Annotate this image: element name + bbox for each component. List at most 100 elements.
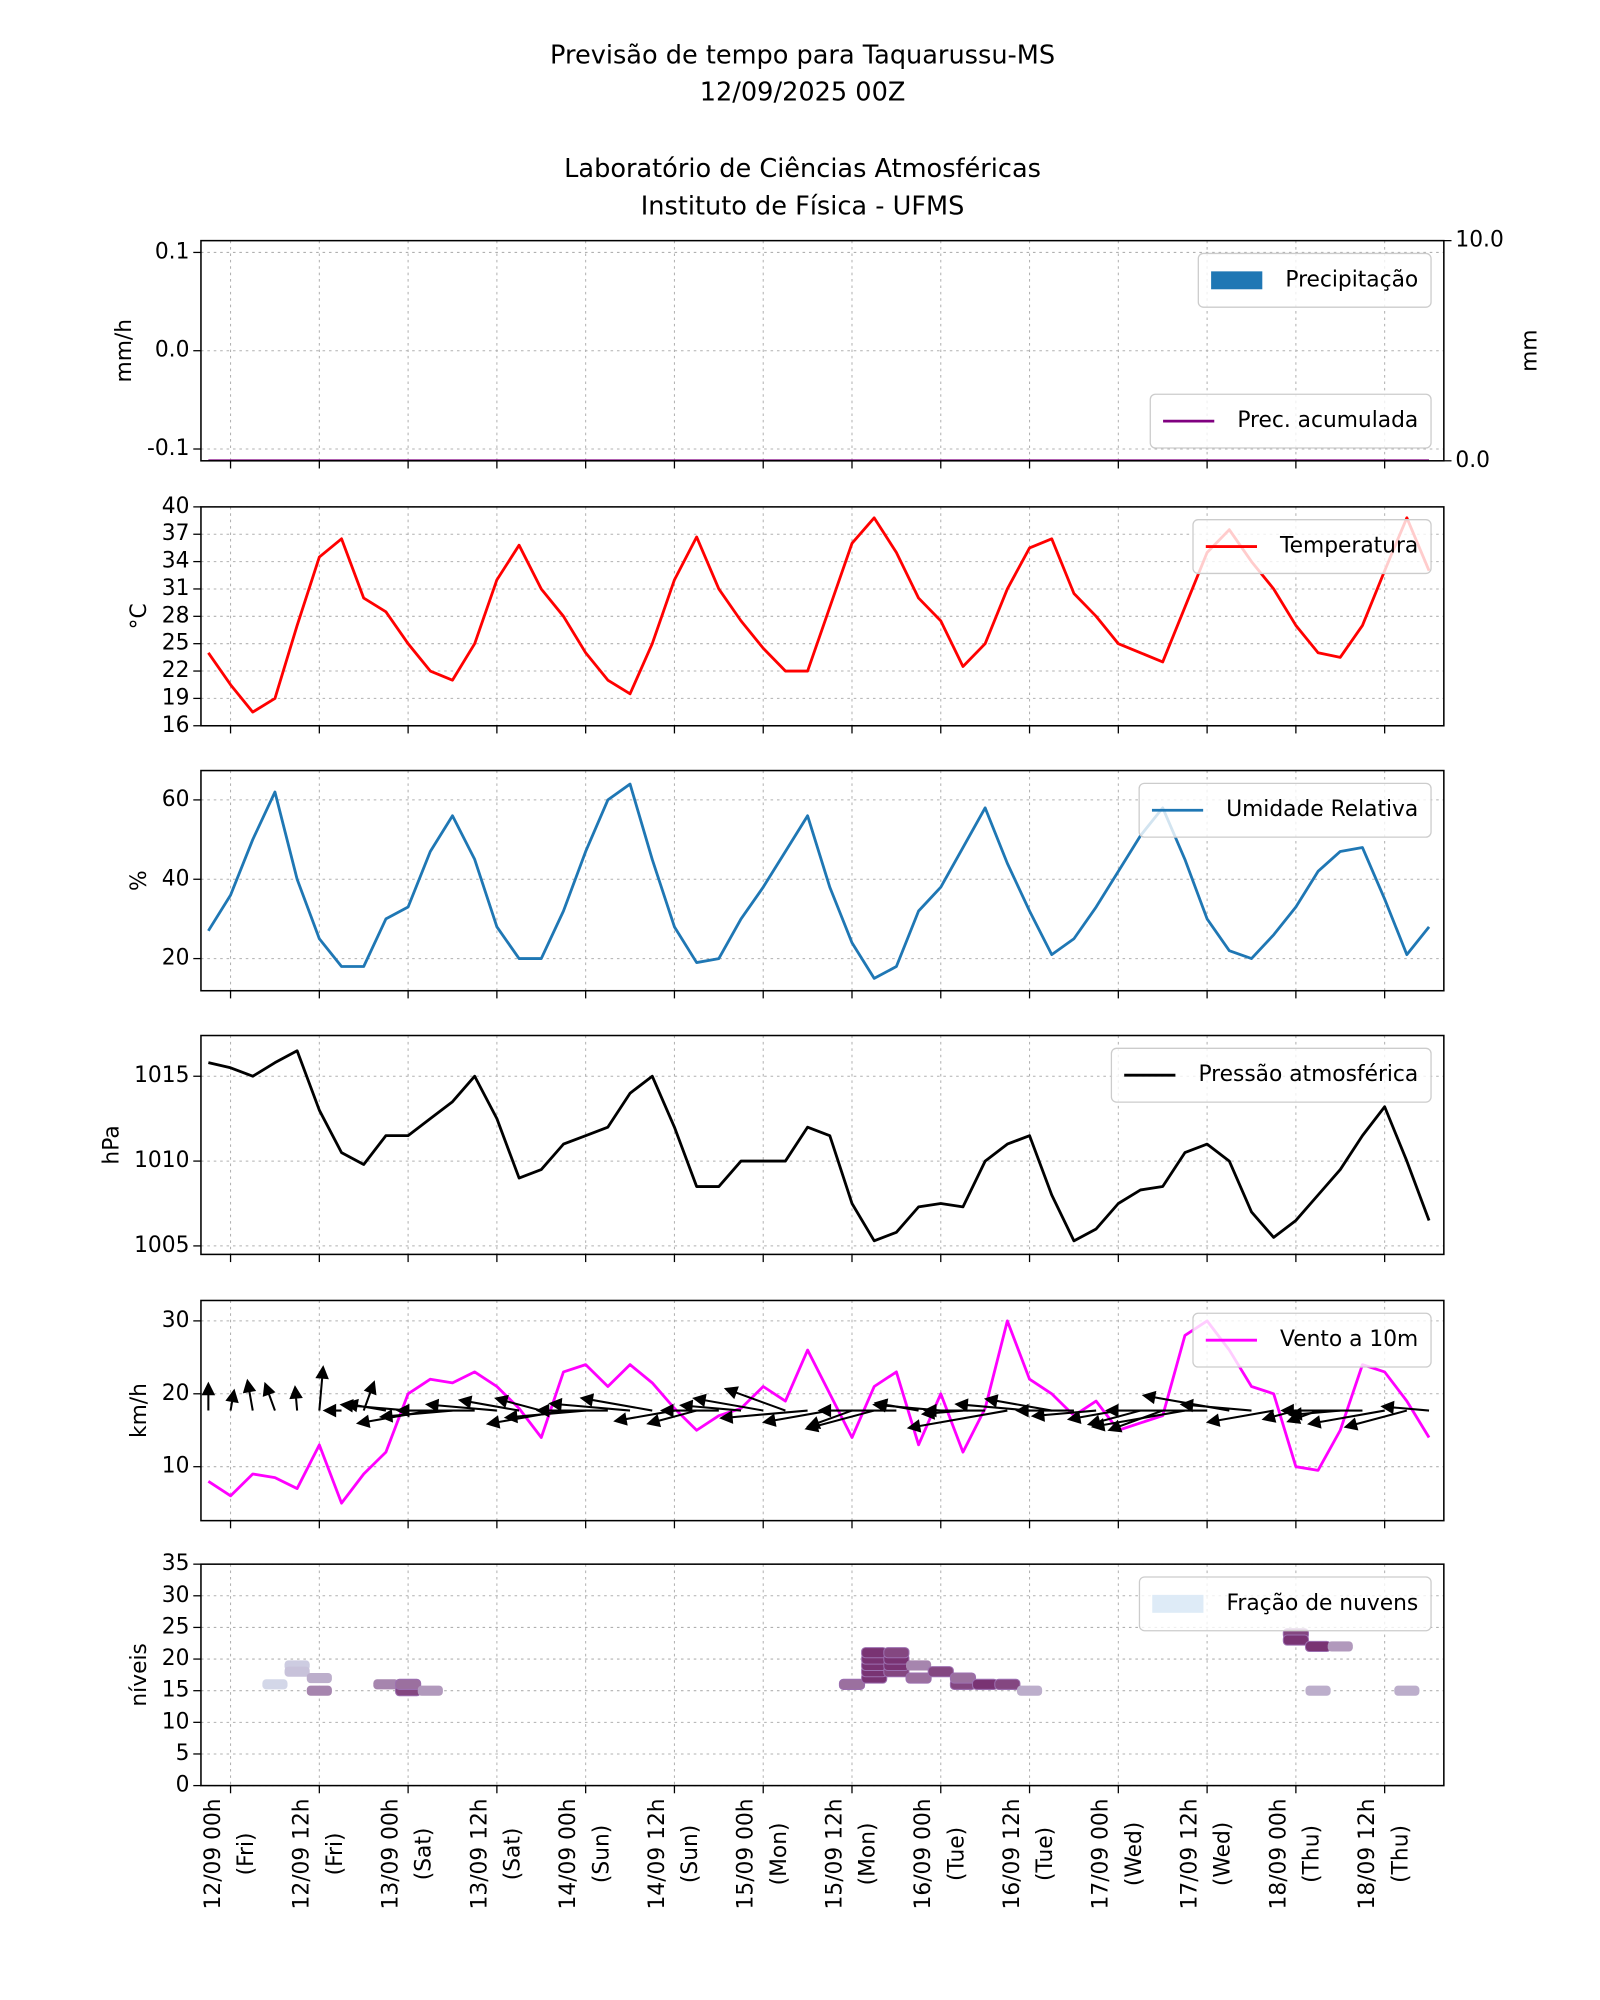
cloud-cell bbox=[395, 1678, 422, 1690]
y-tick-label: -0.1 bbox=[147, 436, 189, 461]
legend: Vento a 10m bbox=[1192, 1312, 1432, 1368]
legend-label: Vento a 10m bbox=[1280, 1327, 1418, 1352]
wind-arrow bbox=[1015, 1403, 1074, 1418]
wind-arrow bbox=[922, 1403, 986, 1418]
wind-arrow bbox=[225, 1388, 239, 1411]
y-tick-label: 30 bbox=[162, 1583, 190, 1608]
x-tick-label: 17/09 12h bbox=[1177, 1798, 1202, 1909]
wind-arrow bbox=[457, 1395, 520, 1412]
wind-arrow bbox=[395, 1403, 475, 1418]
cloud-cell bbox=[373, 1679, 399, 1690]
legend: Umidade Relativa bbox=[1138, 782, 1432, 838]
y2-tick-label: 0.0 bbox=[1455, 448, 1490, 473]
wind-arrow bbox=[646, 1409, 697, 1428]
cloud-cell bbox=[1282, 1634, 1309, 1646]
wind-arrow bbox=[579, 1393, 653, 1412]
y-tick-label: 19 bbox=[162, 685, 190, 710]
cloud-cell bbox=[905, 1672, 932, 1684]
plot-area bbox=[208, 1049, 1431, 1243]
y-tick-label: 0 bbox=[176, 1773, 190, 1798]
wind-arrow bbox=[503, 1409, 586, 1424]
legend-box bbox=[1192, 519, 1432, 575]
wind-arrow bbox=[201, 1381, 216, 1411]
wind-arrow bbox=[535, 1403, 608, 1418]
wind-arrow bbox=[679, 1399, 742, 1414]
y-tick-label: 60 bbox=[162, 787, 190, 812]
legend-box bbox=[1149, 393, 1432, 449]
y-axis-label: hPa bbox=[99, 1125, 124, 1164]
x-tick-label: (Thu) bbox=[1388, 1825, 1413, 1883]
wind-arrow bbox=[1104, 1403, 1208, 1418]
wind-arrow bbox=[1030, 1408, 1097, 1422]
y-axis-label: km/h bbox=[127, 1383, 152, 1438]
wind-arrow bbox=[723, 1386, 786, 1412]
wind-arrow bbox=[1307, 1409, 1385, 1429]
wind-arrow bbox=[983, 1394, 1052, 1412]
legend-patch bbox=[1152, 1594, 1204, 1613]
y-tick-label: 40 bbox=[162, 866, 190, 891]
y-tick-label: 16 bbox=[162, 713, 190, 738]
x-tick-label: (Sun) bbox=[678, 1825, 703, 1883]
wind-arrow bbox=[1090, 1409, 1186, 1432]
y-axis-label: mm/h bbox=[112, 319, 137, 383]
wind-arrow bbox=[494, 1394, 542, 1412]
cloud-cell bbox=[262, 1679, 288, 1690]
y-axis-label: % bbox=[127, 870, 152, 891]
y-tick-label: 10 bbox=[162, 1454, 190, 1479]
x-tick-label: 16/09 12h bbox=[1000, 1798, 1025, 1909]
legend-label: Umidade Relativa bbox=[1226, 797, 1418, 822]
y-tick-label: 5 bbox=[176, 1741, 190, 1766]
y-tick-label: 20 bbox=[162, 1381, 190, 1406]
y-tick-label: 15 bbox=[162, 1678, 190, 1703]
wind-arrow bbox=[613, 1409, 675, 1426]
plot-area bbox=[262, 1628, 1420, 1697]
wind-arrow bbox=[1380, 1400, 1430, 1415]
legend-label: Prec. acumulada bbox=[1237, 408, 1418, 433]
wind-arrow bbox=[719, 1409, 808, 1424]
wind-arrow bbox=[355, 1409, 431, 1428]
subtitle: 12/09/2025 00Z bbox=[700, 77, 906, 107]
x-tick-label: 17/09 00h bbox=[1089, 1798, 1114, 1909]
y2-tick-label: 10.0 bbox=[1455, 228, 1503, 253]
y-tick-label: 20 bbox=[162, 1646, 190, 1671]
wind-arrow bbox=[339, 1398, 409, 1413]
legend-label: Pressão atmosférica bbox=[1198, 1062, 1418, 1087]
y-tick-label: 20 bbox=[162, 946, 190, 971]
cloud-cell bbox=[417, 1685, 443, 1696]
legend: Precipitação bbox=[1197, 252, 1432, 308]
legend-label: Temperatura bbox=[1279, 534, 1418, 559]
x-tick-label: 13/09 00h bbox=[378, 1798, 403, 1909]
cloud-cell bbox=[972, 1678, 999, 1690]
wind-arrow bbox=[322, 1403, 342, 1418]
cloud-cell bbox=[1305, 1685, 1331, 1696]
axes-frame bbox=[200, 1563, 1445, 1787]
x-tick-label: (Tue) bbox=[944, 1827, 969, 1881]
legend: Fração de nuvens bbox=[1138, 1576, 1432, 1632]
cloud-cell bbox=[284, 1666, 310, 1677]
x-tick-label: (Wed) bbox=[1211, 1822, 1236, 1886]
cloud-cell bbox=[306, 1672, 332, 1684]
x-tick-label: (Sat) bbox=[501, 1828, 526, 1881]
lab-name: Laboratório de Ciências Atmosféricas bbox=[564, 154, 1041, 184]
y-tick-label: 37 bbox=[162, 521, 190, 546]
wind-arrow bbox=[242, 1378, 257, 1411]
wind-arrow bbox=[1343, 1409, 1408, 1431]
wind-arrow bbox=[692, 1393, 764, 1412]
wind-arrow bbox=[362, 1380, 377, 1411]
title: Previsão de tempo para Taquarussu-MS bbox=[550, 40, 1055, 70]
cloud-cell bbox=[994, 1678, 1021, 1690]
x-tick-label: (Mon) bbox=[856, 1823, 881, 1886]
legend-label: Precipitação bbox=[1285, 267, 1418, 292]
x-tick-label: 12/09 00h bbox=[201, 1798, 226, 1909]
cloud-cell bbox=[883, 1647, 910, 1659]
x-tick-label: 18/09 00h bbox=[1266, 1798, 1291, 1909]
y-tick-label: 1010 bbox=[134, 1148, 189, 1173]
y-tick-label: 22 bbox=[162, 658, 190, 683]
y-tick-label: 28 bbox=[162, 603, 190, 628]
legend: Prec. acumulada bbox=[1149, 393, 1432, 449]
wind-arrow bbox=[485, 1409, 564, 1429]
y-tick-label: 40 bbox=[162, 494, 190, 519]
